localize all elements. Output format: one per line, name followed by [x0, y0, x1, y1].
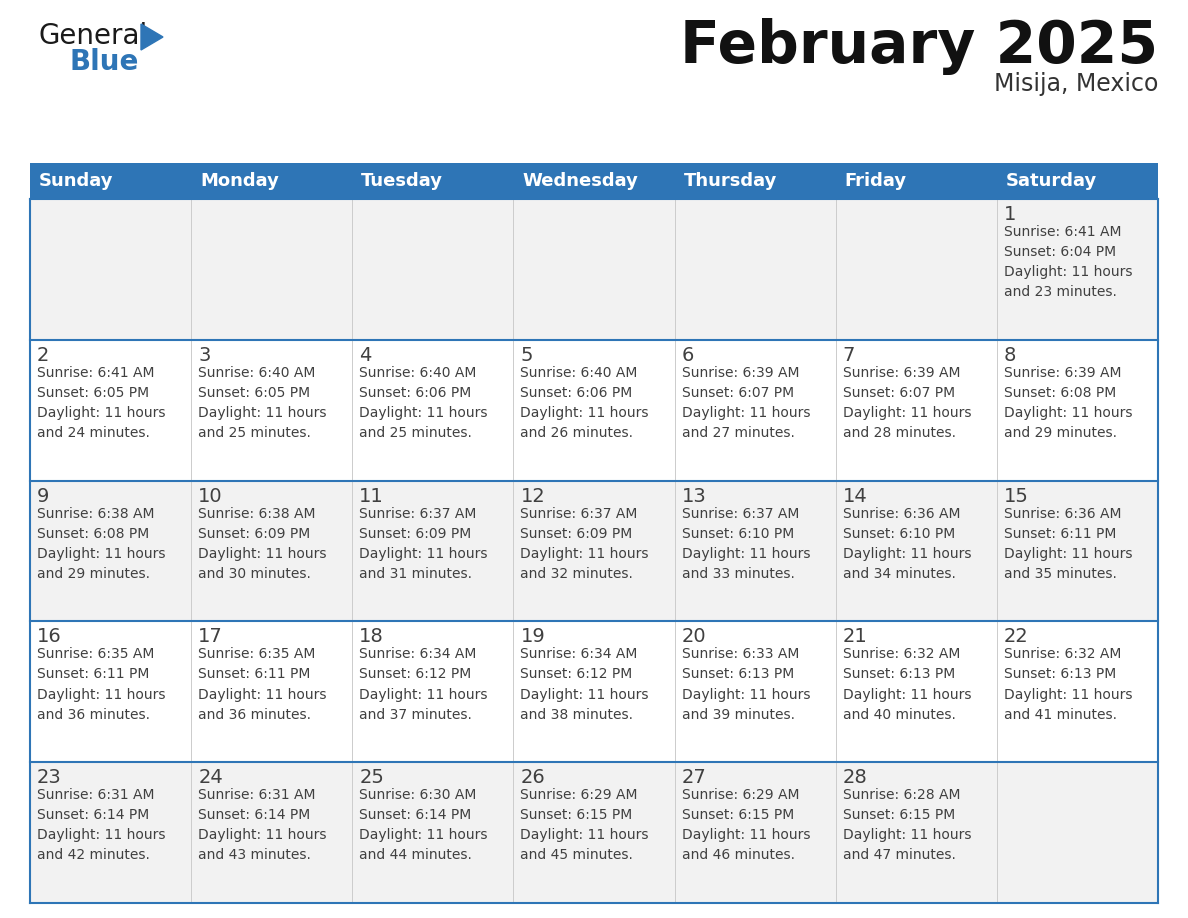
Text: 6: 6: [682, 346, 694, 364]
Text: Sunrise: 6:38 AM
Sunset: 6:09 PM
Daylight: 11 hours
and 30 minutes.: Sunrise: 6:38 AM Sunset: 6:09 PM Dayligh…: [198, 507, 327, 581]
Text: Sunrise: 6:40 AM
Sunset: 6:06 PM
Daylight: 11 hours
and 25 minutes.: Sunrise: 6:40 AM Sunset: 6:06 PM Dayligh…: [359, 365, 488, 440]
Text: 14: 14: [842, 487, 867, 506]
Text: Friday: Friday: [845, 172, 906, 190]
Polygon shape: [141, 24, 163, 50]
Text: 24: 24: [198, 768, 223, 788]
Text: Sunrise: 6:33 AM
Sunset: 6:13 PM
Daylight: 11 hours
and 39 minutes.: Sunrise: 6:33 AM Sunset: 6:13 PM Dayligh…: [682, 647, 810, 722]
Text: 12: 12: [520, 487, 545, 506]
Text: 11: 11: [359, 487, 384, 506]
Text: Saturday: Saturday: [1006, 172, 1097, 190]
Text: 27: 27: [682, 768, 707, 788]
Text: Thursday: Thursday: [683, 172, 777, 190]
Text: 15: 15: [1004, 487, 1029, 506]
Text: 26: 26: [520, 768, 545, 788]
Text: 5: 5: [520, 346, 533, 364]
Text: Sunrise: 6:30 AM
Sunset: 6:14 PM
Daylight: 11 hours
and 44 minutes.: Sunrise: 6:30 AM Sunset: 6:14 PM Dayligh…: [359, 789, 488, 862]
Text: Sunrise: 6:40 AM
Sunset: 6:06 PM
Daylight: 11 hours
and 26 minutes.: Sunrise: 6:40 AM Sunset: 6:06 PM Dayligh…: [520, 365, 649, 440]
Text: Sunrise: 6:35 AM
Sunset: 6:11 PM
Daylight: 11 hours
and 36 minutes.: Sunrise: 6:35 AM Sunset: 6:11 PM Dayligh…: [37, 647, 165, 722]
Text: Sunrise: 6:34 AM
Sunset: 6:12 PM
Daylight: 11 hours
and 37 minutes.: Sunrise: 6:34 AM Sunset: 6:12 PM Dayligh…: [359, 647, 488, 722]
Bar: [30, 481, 1158, 621]
Text: 18: 18: [359, 627, 384, 646]
Text: 23: 23: [37, 768, 62, 788]
Text: Sunrise: 6:29 AM
Sunset: 6:15 PM
Daylight: 11 hours
and 45 minutes.: Sunrise: 6:29 AM Sunset: 6:15 PM Dayligh…: [520, 789, 649, 862]
Text: 16: 16: [37, 627, 62, 646]
Text: Sunrise: 6:28 AM
Sunset: 6:15 PM
Daylight: 11 hours
and 47 minutes.: Sunrise: 6:28 AM Sunset: 6:15 PM Dayligh…: [842, 789, 972, 862]
Text: Sunrise: 6:41 AM
Sunset: 6:04 PM
Daylight: 11 hours
and 23 minutes.: Sunrise: 6:41 AM Sunset: 6:04 PM Dayligh…: [1004, 225, 1132, 299]
Text: Sunrise: 6:36 AM
Sunset: 6:11 PM
Daylight: 11 hours
and 35 minutes.: Sunrise: 6:36 AM Sunset: 6:11 PM Dayligh…: [1004, 507, 1132, 581]
Text: Sunrise: 6:39 AM
Sunset: 6:07 PM
Daylight: 11 hours
and 27 minutes.: Sunrise: 6:39 AM Sunset: 6:07 PM Dayligh…: [682, 365, 810, 440]
Text: 25: 25: [359, 768, 384, 788]
Text: Sunrise: 6:39 AM
Sunset: 6:08 PM
Daylight: 11 hours
and 29 minutes.: Sunrise: 6:39 AM Sunset: 6:08 PM Dayligh…: [1004, 365, 1132, 440]
Text: Misija, Mexico: Misija, Mexico: [993, 72, 1158, 96]
Text: Sunrise: 6:38 AM
Sunset: 6:08 PM
Daylight: 11 hours
and 29 minutes.: Sunrise: 6:38 AM Sunset: 6:08 PM Dayligh…: [37, 507, 165, 581]
Text: Sunrise: 6:36 AM
Sunset: 6:10 PM
Daylight: 11 hours
and 34 minutes.: Sunrise: 6:36 AM Sunset: 6:10 PM Dayligh…: [842, 507, 972, 581]
Text: General: General: [38, 22, 147, 50]
Text: 8: 8: [1004, 346, 1016, 364]
Text: 1: 1: [1004, 205, 1016, 224]
Text: Sunrise: 6:32 AM
Sunset: 6:13 PM
Daylight: 11 hours
and 41 minutes.: Sunrise: 6:32 AM Sunset: 6:13 PM Dayligh…: [1004, 647, 1132, 722]
Text: Sunrise: 6:41 AM
Sunset: 6:05 PM
Daylight: 11 hours
and 24 minutes.: Sunrise: 6:41 AM Sunset: 6:05 PM Dayligh…: [37, 365, 165, 440]
Text: Sunrise: 6:29 AM
Sunset: 6:15 PM
Daylight: 11 hours
and 46 minutes.: Sunrise: 6:29 AM Sunset: 6:15 PM Dayligh…: [682, 789, 810, 862]
Text: Blue: Blue: [70, 48, 139, 76]
Text: Sunrise: 6:37 AM
Sunset: 6:09 PM
Daylight: 11 hours
and 32 minutes.: Sunrise: 6:37 AM Sunset: 6:09 PM Dayligh…: [520, 507, 649, 581]
Text: 3: 3: [198, 346, 210, 364]
Bar: [30, 340, 1158, 481]
Text: 7: 7: [842, 346, 855, 364]
Bar: [30, 621, 1158, 762]
Text: Wednesday: Wednesday: [523, 172, 638, 190]
Text: Sunrise: 6:37 AM
Sunset: 6:10 PM
Daylight: 11 hours
and 33 minutes.: Sunrise: 6:37 AM Sunset: 6:10 PM Dayligh…: [682, 507, 810, 581]
Text: 17: 17: [198, 627, 223, 646]
Text: Tuesday: Tuesday: [361, 172, 443, 190]
Text: Sunrise: 6:37 AM
Sunset: 6:09 PM
Daylight: 11 hours
and 31 minutes.: Sunrise: 6:37 AM Sunset: 6:09 PM Dayligh…: [359, 507, 488, 581]
Text: 10: 10: [198, 487, 223, 506]
Text: Sunday: Sunday: [39, 172, 114, 190]
Text: 2: 2: [37, 346, 50, 364]
Text: February 2025: February 2025: [680, 18, 1158, 75]
Text: Sunrise: 6:39 AM
Sunset: 6:07 PM
Daylight: 11 hours
and 28 minutes.: Sunrise: 6:39 AM Sunset: 6:07 PM Dayligh…: [842, 365, 972, 440]
Text: Sunrise: 6:34 AM
Sunset: 6:12 PM
Daylight: 11 hours
and 38 minutes.: Sunrise: 6:34 AM Sunset: 6:12 PM Dayligh…: [520, 647, 649, 722]
Bar: [30, 762, 1158, 903]
Text: 19: 19: [520, 627, 545, 646]
Text: 4: 4: [359, 346, 372, 364]
Text: 9: 9: [37, 487, 50, 506]
Text: Sunrise: 6:40 AM
Sunset: 6:05 PM
Daylight: 11 hours
and 25 minutes.: Sunrise: 6:40 AM Sunset: 6:05 PM Dayligh…: [198, 365, 327, 440]
Text: 28: 28: [842, 768, 867, 788]
Text: 22: 22: [1004, 627, 1029, 646]
Text: 20: 20: [682, 627, 706, 646]
Text: 21: 21: [842, 627, 867, 646]
Text: Sunrise: 6:31 AM
Sunset: 6:14 PM
Daylight: 11 hours
and 42 minutes.: Sunrise: 6:31 AM Sunset: 6:14 PM Dayligh…: [37, 789, 165, 862]
Text: Sunrise: 6:31 AM
Sunset: 6:14 PM
Daylight: 11 hours
and 43 minutes.: Sunrise: 6:31 AM Sunset: 6:14 PM Dayligh…: [198, 789, 327, 862]
Text: Sunrise: 6:35 AM
Sunset: 6:11 PM
Daylight: 11 hours
and 36 minutes.: Sunrise: 6:35 AM Sunset: 6:11 PM Dayligh…: [198, 647, 327, 722]
Text: 13: 13: [682, 487, 707, 506]
Bar: [30, 199, 1158, 340]
Text: Monday: Monday: [200, 172, 279, 190]
Text: Sunrise: 6:32 AM
Sunset: 6:13 PM
Daylight: 11 hours
and 40 minutes.: Sunrise: 6:32 AM Sunset: 6:13 PM Dayligh…: [842, 647, 972, 722]
Bar: [30, 163, 1158, 199]
